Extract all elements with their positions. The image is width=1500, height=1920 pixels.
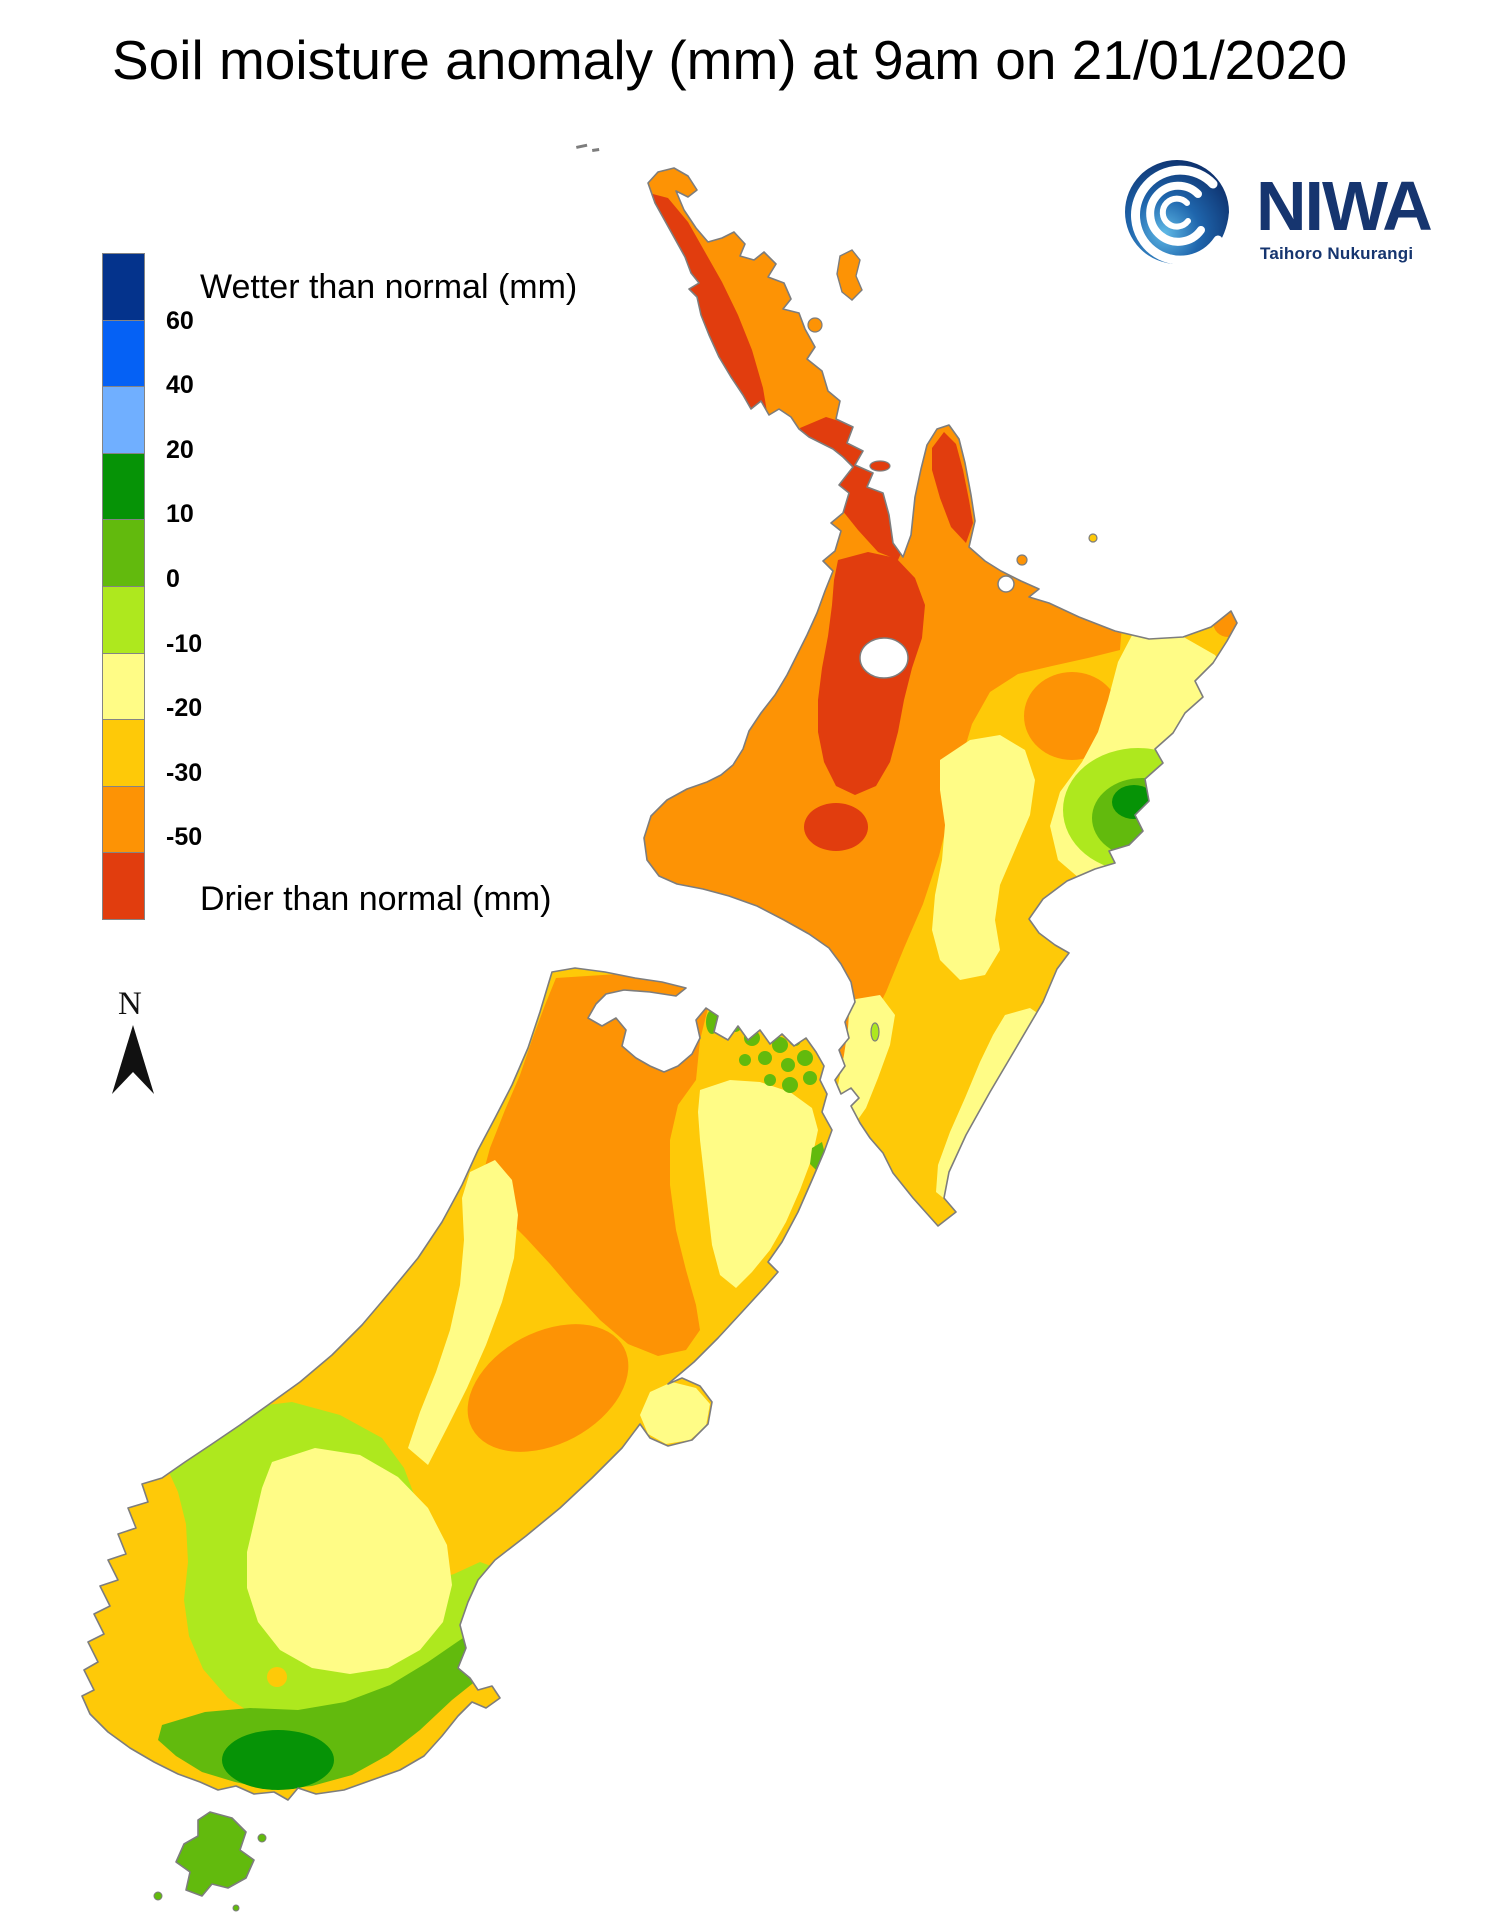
three-kings-islet-2 bbox=[591, 148, 600, 152]
legend-tick-20: 20 bbox=[166, 435, 194, 464]
legend-band-7 bbox=[102, 719, 145, 787]
lake-rotorua bbox=[997, 575, 1015, 593]
south-island-coastline bbox=[81, 967, 833, 1801]
legend-drier-label: Drier than normal (mm) bbox=[200, 880, 552, 918]
legend-tick--30: -30 bbox=[166, 758, 203, 787]
legend-tick-0: 0 bbox=[166, 565, 180, 593]
niwa-logo-wordmark: NIWA bbox=[1256, 167, 1433, 245]
kapiti-island bbox=[870, 1022, 880, 1042]
islet-south-2 bbox=[153, 1891, 163, 1901]
legend-tick--50: -50 bbox=[166, 823, 203, 852]
legend-tick-40: 40 bbox=[166, 371, 194, 400]
legend-band-5 bbox=[102, 585, 145, 654]
legend-tick--20: -20 bbox=[166, 694, 203, 723]
zone-darkgreen-gisborne bbox=[1112, 785, 1156, 819]
islet-south-3 bbox=[232, 1904, 240, 1912]
white-island bbox=[1088, 533, 1098, 543]
zone-darkgreen-southland bbox=[222, 1730, 334, 1790]
zone-pale-marlborough bbox=[698, 1080, 818, 1288]
little-barrier-island bbox=[807, 317, 823, 333]
zone-red-taranaki bbox=[804, 803, 868, 851]
zone-red-coromandel bbox=[932, 432, 973, 543]
north-arrow bbox=[112, 1025, 154, 1094]
zone-pale-westcoast bbox=[408, 1160, 518, 1465]
page-title: Soil moisture anomaly (mm) at 9am on 21/… bbox=[112, 29, 1348, 91]
niwa-logo-tagline: Taihoro Nukurangi bbox=[1260, 244, 1414, 263]
stewart-island bbox=[175, 1811, 255, 1897]
mayor-island bbox=[1016, 554, 1028, 566]
zone-pale-taupo-corridor bbox=[932, 735, 1035, 980]
three-kings-islets bbox=[576, 143, 588, 149]
legend-band-0 bbox=[102, 253, 145, 321]
legend-tick-10: 10 bbox=[166, 500, 194, 529]
islet-south-1 bbox=[257, 1833, 267, 1843]
zone-pale-banks-peninsula bbox=[640, 1382, 710, 1444]
north-island-coastline bbox=[643, 167, 1238, 1227]
legend-wetter-label: Wetter than normal (mm) bbox=[200, 268, 578, 306]
niwa-logo-swirl bbox=[1125, 160, 1238, 265]
legend-tick-60: 60 bbox=[166, 306, 194, 335]
legend-band-4 bbox=[102, 519, 145, 587]
legend-colorbar: 60 40 20 10 0 -10 -20 -30 -50 bbox=[102, 253, 202, 920]
waiheke-island bbox=[869, 460, 891, 472]
legend-band-9 bbox=[102, 852, 145, 920]
lake-taupo bbox=[859, 637, 909, 679]
zone-orange-canterbury bbox=[467, 1324, 629, 1452]
great-barrier-island bbox=[836, 249, 863, 301]
legend-band-1 bbox=[102, 319, 145, 388]
north-arrow-label: N bbox=[118, 986, 142, 1022]
zone-pale-central-otago bbox=[247, 1448, 452, 1674]
zone-amber-dot-otago bbox=[267, 1667, 287, 1687]
legend-tick--10: -10 bbox=[166, 629, 203, 658]
